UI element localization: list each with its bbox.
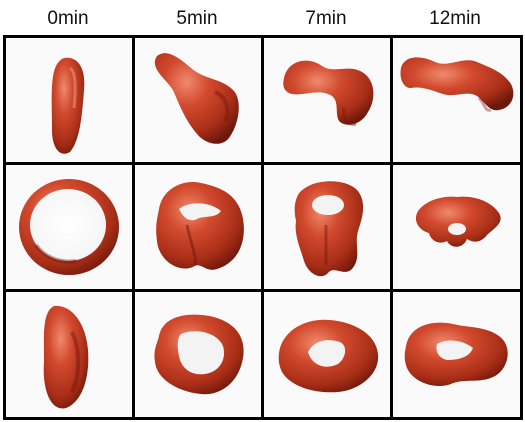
cell-oblique-0min <box>6 292 132 417</box>
cell-oblique-12min <box>393 292 520 417</box>
cell-front-5min <box>135 165 261 289</box>
cell-oblique-7min <box>264 292 390 417</box>
cell-front-0min <box>6 165 132 289</box>
image-grid <box>3 35 523 420</box>
column-label-0min: 0min <box>47 8 89 29</box>
cell-side-12min <box>393 38 520 162</box>
cell-oblique-5min <box>135 292 261 417</box>
column-label-7min: 7min <box>305 8 347 29</box>
cell-side-7min <box>264 38 390 162</box>
time-header: 0min 5min 7min 12min <box>0 4 525 34</box>
cell-side-5min <box>135 38 261 162</box>
cell-side-0min <box>6 38 132 162</box>
cell-front-12min <box>393 165 520 289</box>
cell-front-7min <box>264 165 390 289</box>
column-label-12min: 12min <box>429 8 481 29</box>
column-label-5min: 5min <box>176 8 218 29</box>
